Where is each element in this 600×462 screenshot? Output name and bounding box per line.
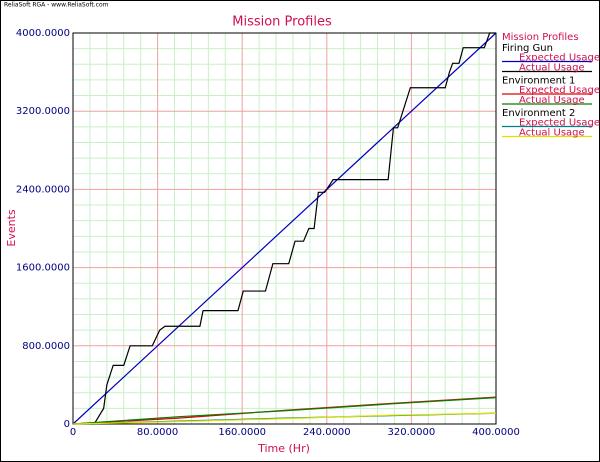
y-tick-label: 3200.0000 [16, 106, 70, 117]
x-tick-label: 160.0000 [218, 427, 266, 438]
x-tick-label: 0 [70, 427, 76, 438]
series-line [72, 32, 497, 425]
y-tick-label: 2400.0000 [16, 184, 70, 195]
legend-group: Environment 2 [502, 108, 575, 119]
y-tick-label: 4000.0000 [16, 28, 70, 39]
plot-border [72, 32, 497, 425]
x-tick-label: 80.0000 [137, 427, 178, 438]
legend-group: Firing Gun [502, 43, 553, 54]
legend-label: Actual Usage [519, 95, 585, 106]
chart-title: Mission Profiles [232, 15, 332, 30]
series-line [73, 32, 496, 425]
x-tick-label: 320.0000 [388, 427, 436, 438]
x-tick-label: 240.0000 [303, 427, 351, 438]
legend-label: Expected Usage [519, 85, 600, 96]
credit: ReliaSoft RGA - www.ReliaSoft.com [4, 2, 109, 9]
y-tick-label: 1600.0000 [16, 263, 70, 274]
x-tick-label: 400.0000 [472, 427, 520, 438]
legend-label: Expected Usage [519, 53, 600, 64]
legend-label: Actual Usage [519, 63, 585, 74]
series-line [72, 397, 497, 425]
y-axis-label: Events [5, 209, 18, 247]
series-line [72, 412, 497, 425]
legend-label: Actual Usage [519, 128, 585, 139]
x-axis-label: Time (Hr) [257, 442, 310, 455]
legend-title: Mission Profiles [502, 32, 579, 43]
legend-group: Environment 1 [502, 76, 575, 87]
legend-label: Expected Usage [519, 118, 600, 129]
y-tick-label: 800.0000 [22, 341, 70, 352]
y-tick-label: 0 [64, 419, 70, 430]
